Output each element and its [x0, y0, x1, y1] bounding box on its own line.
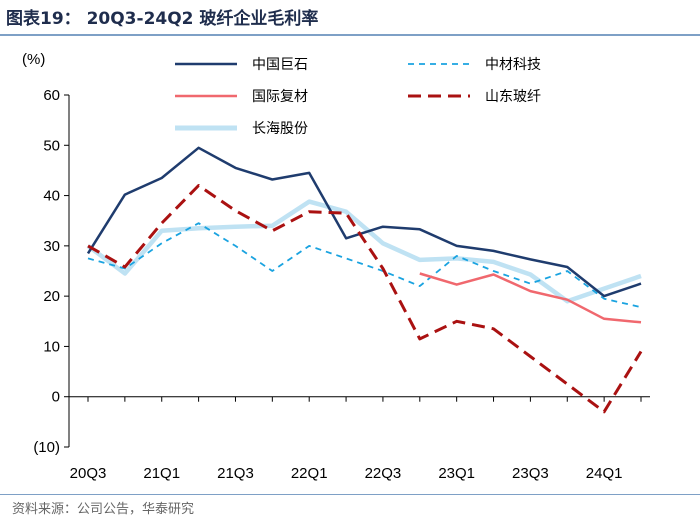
y-tick-label: 50 — [43, 137, 60, 154]
x-tick-label: 21Q1 — [143, 465, 180, 482]
y-tick-label: 0 — [52, 389, 60, 406]
legend-label-4: 山东玻纤 — [485, 89, 541, 105]
x-tick-label: 23Q3 — [512, 465, 549, 482]
source-note: 资料来源：公司公告，华泰研究 — [12, 502, 195, 517]
line-chart: 60 50 40 30 20 10 0 (10) (%) 20Q3 21Q1 21Q3 22Q1 22Q3… — [22, 51, 650, 482]
source-divider — [0, 494, 700, 495]
title-divider — [0, 34, 700, 36]
series-line-4 — [87, 184, 643, 414]
chart-axes: 60 50 40 30 20 10 0 (10) (%) 20Q3 21Q1 21Q3 22Q1 22Q3… — [22, 51, 650, 482]
chart-title: 图表19： 20Q3-24Q2 玻纤企业毛利率 — [6, 9, 319, 29]
legend-label-3: 国际复材 — [252, 88, 308, 105]
x-tick-label: 21Q3 — [217, 465, 254, 482]
y-tick-label: 30 — [43, 238, 60, 255]
series-line-2 — [87, 222, 642, 309]
series-line-3 — [419, 272, 642, 324]
x-tick-label: 22Q1 — [291, 465, 328, 482]
legend-label-5: 长海股份 — [252, 121, 308, 137]
legend-label-1: 中国巨石 — [252, 57, 308, 73]
y-tick-label: 60 — [43, 87, 60, 104]
series-line-1 — [86, 146, 642, 298]
y-axis-unit: (%) — [22, 51, 45, 68]
x-tick-label: 22Q3 — [365, 465, 402, 482]
x-tick-label: 20Q3 — [70, 465, 107, 482]
y-tick-label: 20 — [43, 288, 60, 305]
x-tick-label: 23Q1 — [438, 465, 475, 482]
series-layer — [86, 146, 643, 414]
x-tick-label: 24Q1 — [586, 465, 623, 482]
y-tick-label: (10) — [33, 439, 60, 456]
legend-label-2: 中材科技 — [485, 57, 541, 73]
y-tick-label: 40 — [43, 188, 60, 205]
series-line-5 — [86, 199, 642, 304]
y-tick-label: 10 — [43, 338, 60, 355]
